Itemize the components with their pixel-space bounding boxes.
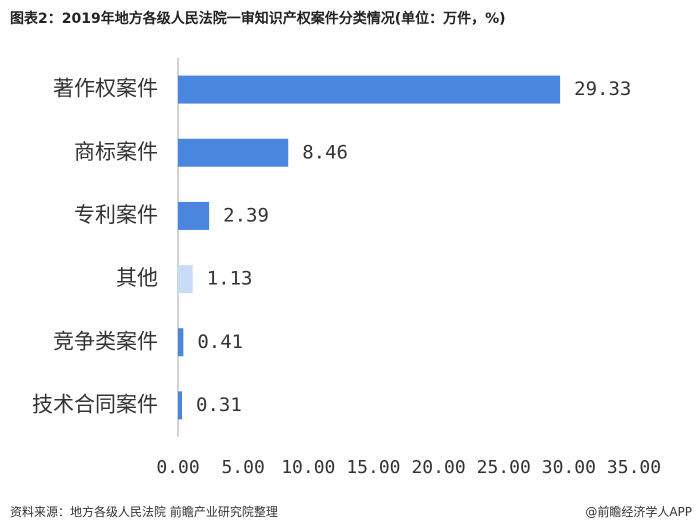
x-tick-label: 30.00 — [542, 457, 596, 478]
bar — [178, 201, 210, 230]
x-tick-label: 10.00 — [281, 457, 335, 478]
x-tick-label: 15.00 — [346, 457, 400, 478]
value-label: 8.46 — [302, 141, 348, 163]
bar — [178, 75, 561, 104]
bar — [178, 391, 183, 420]
x-tick-label: 25.00 — [477, 457, 531, 478]
value-labels-group: 29.33 8.46 2.39 1.13 0.41 0.31 — [196, 78, 631, 416]
value-label: 0.31 — [196, 394, 242, 416]
bars-group — [178, 75, 561, 420]
bar — [178, 328, 184, 357]
category-label: 著作权案件 — [53, 77, 158, 101]
bar — [178, 265, 193, 294]
x-tick-labels-group: 0.00 5.00 10.00 15.00 20.00 25.00 30.00 35.00 — [156, 457, 661, 478]
source-note: 资料来源：地方各级人民法院 前瞻产业研究院整理 — [10, 505, 278, 519]
category-label: 竞争类案件 — [53, 329, 158, 353]
x-tick-label: 35.00 — [607, 457, 661, 478]
brand-label: @前瞻经济学人APP — [585, 505, 692, 519]
category-label: 商标案件 — [74, 140, 158, 164]
value-label: 1.13 — [207, 268, 253, 290]
chart-title: 图表2：2019年地方各级人民法院一审知识产权案件分类情况(单位：万件，%) — [10, 11, 506, 27]
x-tick-label: 20.00 — [411, 457, 465, 478]
value-label: 0.41 — [197, 331, 243, 353]
value-label: 2.39 — [223, 204, 269, 226]
x-tick-label: 5.00 — [221, 457, 264, 478]
x-tick-label: 0.00 — [156, 457, 199, 478]
category-label: 其他 — [116, 266, 158, 290]
value-label: 29.33 — [574, 78, 631, 100]
category-label: 专利案件 — [74, 203, 158, 227]
category-label: 技术合同案件 — [32, 392, 158, 416]
bar — [178, 138, 289, 167]
